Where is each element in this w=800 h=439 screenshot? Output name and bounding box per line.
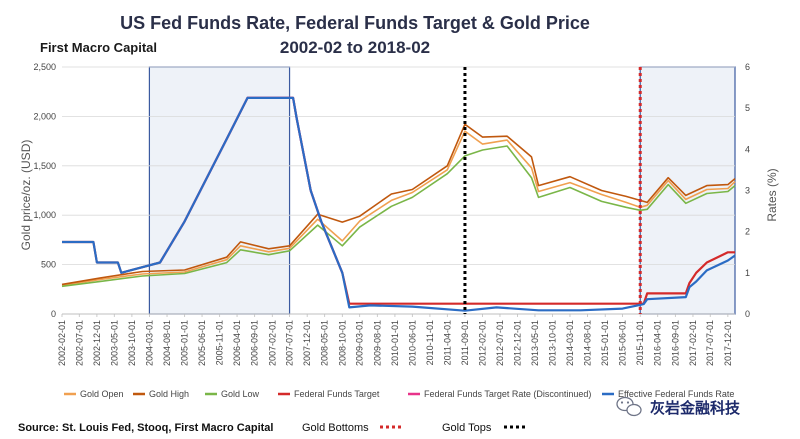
x-tick-label: 2016-09-01 [670, 320, 680, 366]
x-tick-label: 2015-01-01 [600, 320, 610, 366]
x-tick-label: 2010-06-01 [407, 320, 417, 366]
y2-tick-label: 3 [745, 186, 750, 196]
x-tick-label: 2004-08-01 [162, 320, 172, 366]
x-tick-label: 2010-01-01 [390, 320, 400, 366]
x-tick-label: 2013-10-01 [548, 320, 558, 366]
y2-tick-label: 2 [745, 227, 750, 237]
y2-tick-label: 0 [745, 309, 750, 319]
x-tick-label: 2005-11-01 [215, 320, 225, 365]
x-tick-label: 2006-09-01 [250, 320, 260, 366]
x-tick-label: 2003-05-01 [109, 320, 119, 366]
legend-label: Effective Federal Funds Rate [618, 389, 734, 399]
brand-name: First Macro Capital [40, 40, 157, 55]
x-tick-label: 2017-12-01 [723, 320, 733, 366]
shaded-region-0 [148, 66, 291, 315]
x-tick-label: 2002-02-01 [57, 320, 67, 366]
y2-axis-label: Rates (%) [765, 168, 779, 221]
x-tick-label: 2017-07-01 [705, 320, 715, 366]
watermark-text: 灰岩金融科技 [650, 399, 741, 417]
y-axis-label: Gold price/oz. (USD) [19, 140, 33, 251]
x-tick-label: 2007-12-01 [302, 320, 312, 366]
legend-label: Gold Open [80, 389, 124, 399]
legend-label: Federal Funds Target [294, 389, 380, 399]
legend: Gold Open Gold High Gold Low Federal Funds … [64, 389, 734, 399]
y-tick-label: 2,000 [33, 111, 56, 121]
x-tick-label: 2002-07-01 [74, 320, 84, 366]
x-tick-label: 2015-06-01 [618, 320, 628, 366]
series-line-gold-high [61, 123, 736, 286]
wechat-logo-icon [616, 396, 642, 417]
y2-tick-label: 5 [745, 103, 750, 113]
y-tick-label: 0 [51, 309, 56, 319]
x-tick-label: 2017-02-01 [688, 320, 698, 366]
x-tick-label: 2007-07-01 [285, 320, 295, 366]
x-tick-label: 2011-09-01 [460, 320, 470, 365]
gold-tops-label: Gold Tops [442, 422, 492, 434]
x-tick-label: 2012-07-01 [495, 320, 505, 366]
shaded-regions [148, 66, 736, 315]
x-tick-label: 2012-12-01 [513, 320, 523, 366]
axes: 0 500 1,000 1,500 2,000 2,500 0 1 2 3 4 5 6 2002-02-0… [33, 62, 750, 366]
x-tick-label: 2014-08-01 [583, 320, 593, 366]
event-markers [463, 67, 642, 314]
source-note: Source: St. Louis Fed, Stooq, First Macr… [18, 422, 273, 434]
x-tick-label: 2002-12-01 [92, 320, 102, 366]
series-line-gold-low [61, 145, 736, 288]
legend-label: Federal Funds Target Rate (Discontinued) [424, 389, 591, 399]
y2-tick-label: 1 [745, 268, 750, 278]
series-line-gold-open [61, 130, 736, 287]
x-tick-label: 2005-01-01 [180, 320, 190, 366]
y2-tick-label: 6 [745, 62, 750, 72]
y-tick-label: 500 [41, 260, 56, 270]
x-tick-label: 2003-10-01 [127, 320, 137, 366]
x-tick-label: 2008-05-01 [320, 320, 330, 366]
chart-subtitle: 2002-02 to 2018-02 [280, 38, 430, 57]
x-tick-label: 2007-02-01 [267, 320, 277, 366]
x-tick-label: 2016-04-01 [653, 320, 663, 366]
gold-bottoms-label: Gold Bottoms [302, 422, 369, 434]
series-lines [61, 96, 736, 312]
legend-label: Gold High [149, 389, 189, 399]
y-tick-label: 1,500 [33, 161, 56, 171]
x-tick-label: 2013-05-01 [530, 320, 540, 366]
shaded-region-1 [639, 66, 736, 315]
y-tick-label: 2,500 [33, 62, 56, 72]
x-tick-label: 2008-10-01 [337, 320, 347, 366]
chart-title: US Fed Funds Rate, Federal Funds Target … [120, 13, 590, 33]
x-tick-label: 2014-03-01 [565, 320, 575, 366]
x-tick-label: 2015-11-01 [635, 320, 645, 365]
x-tick-label: 2012-02-01 [478, 320, 488, 366]
legend-label: Gold Low [221, 389, 260, 399]
x-tick-label: 2009-03-01 [355, 320, 365, 366]
x-tick-label: 2009-08-01 [372, 320, 382, 366]
y2-tick-label: 4 [745, 144, 750, 154]
x-tick-label: 2011-04-01 [442, 320, 452, 365]
x-tick-label: 2004-03-01 [144, 320, 154, 366]
x-tick-label: 2006-04-01 [232, 320, 242, 366]
x-tick-label: 2010-11-01 [425, 320, 435, 365]
y-tick-label: 1,000 [33, 210, 56, 220]
x-tick-label: 2005-06-01 [197, 320, 207, 366]
series-line-effective-federal-funds-rate [62, 96, 736, 312]
